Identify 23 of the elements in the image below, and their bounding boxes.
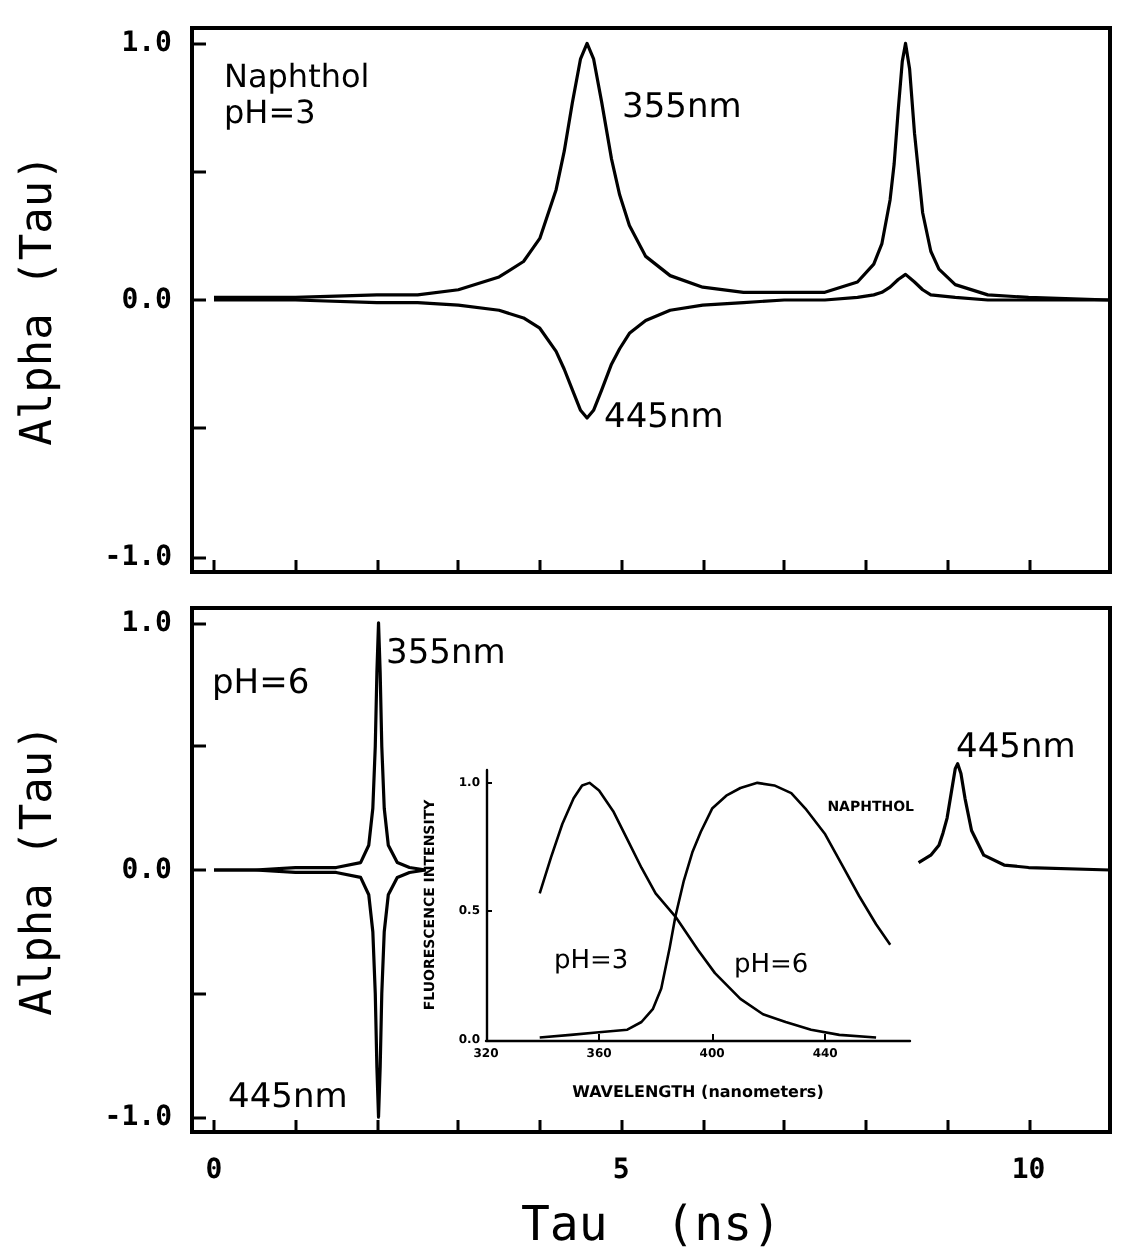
x-tick-label: 10 [1011, 1154, 1046, 1186]
annotation: 355nm [622, 87, 742, 127]
x-tick-label: 5 [612, 1154, 630, 1186]
x-tick-label: 0 [205, 1154, 223, 1186]
y-tick-label: 1.0 [121, 27, 172, 60]
y-tick-label: 1.0 [121, 606, 172, 639]
annotation: pH=6 [734, 950, 809, 980]
annotation: 445nm [604, 397, 724, 437]
y-axis-title: Alpha (Tau) [13, 724, 63, 1016]
y-tick-label: -1.0 [104, 540, 172, 573]
annotation: pH=3 [554, 946, 629, 976]
annotation: 445nm [956, 727, 1076, 767]
annotation: 445nm [228, 1077, 348, 1117]
y-tick-label: -1.0 [104, 1101, 172, 1134]
y-axis-title: Alpha (Tau) [13, 154, 63, 446]
annotation: Naphthol [224, 57, 370, 95]
annotation: pH=6 [212, 663, 310, 703]
annotation: pH=3 [224, 93, 316, 131]
y-tick-label: 0.0 [121, 854, 172, 886]
x-axis-title: WAVELENGTH (nanometers) [572, 1083, 824, 1101]
annotation: 355nm [386, 633, 506, 673]
x-axis-title: Tau (ns) [520, 1196, 782, 1252]
y-tick-label: 0.0 [121, 284, 172, 316]
